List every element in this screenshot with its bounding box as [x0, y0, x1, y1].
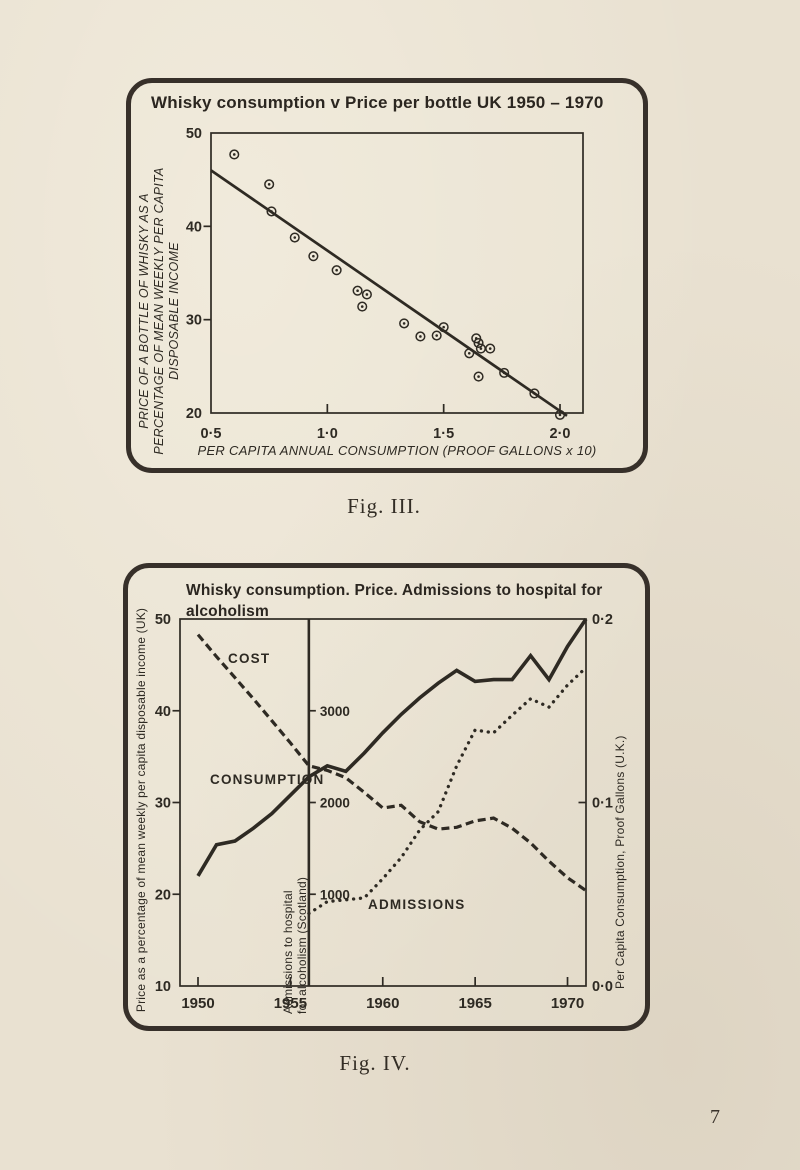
- x-tick-label: 1955: [274, 995, 307, 1012]
- series-line-admissions: [307, 665, 588, 916]
- data-point-dot: [270, 210, 273, 213]
- fig4-right-axis-label: Per Capita Consumption, Proof Gallons (U…: [613, 735, 627, 989]
- fig4-line-chart: 10 20 30 40 50 1950 1955 1960 1965 1970 1000 2000 30…: [134, 608, 627, 1014]
- data-point-dot: [467, 351, 471, 355]
- data-point-ring: [399, 318, 410, 329]
- plot-frame: [210, 132, 584, 414]
- series-label-consumption: CONSUMPTION: [210, 772, 324, 787]
- data-point-ring: [438, 322, 449, 333]
- data-point-ring: [352, 285, 363, 296]
- data-point-ring: [229, 149, 240, 160]
- data-point-ring: [529, 388, 540, 399]
- data-point-ring: [357, 301, 368, 312]
- fig3-y-axis-label: PERCENTAGE OF MEAN WEEKLY PER CAPITA: [152, 167, 166, 454]
- data-point-ring: [331, 265, 342, 276]
- page-number: 7: [710, 1106, 720, 1128]
- data-point-dot: [477, 341, 480, 345]
- series-label-admissions: ADMISSIONS: [368, 897, 466, 912]
- admissions-axis-label: Admissions to hospital: [281, 890, 295, 1014]
- data-point-dot: [335, 268, 338, 272]
- data-point-dot: [419, 335, 422, 338]
- data-point-dot: [293, 236, 297, 239]
- x-tick-label: 2·0: [550, 426, 571, 442]
- fig4-left-axis-label: Price as a percentage of mean weekly per…: [134, 608, 148, 1012]
- data-point-dot: [356, 289, 359, 293]
- x-tick-label: 0·5: [201, 426, 222, 442]
- admissions-tick-label: 1000: [320, 887, 350, 902]
- data-point-dot: [312, 254, 315, 258]
- fig3-y-axis-label: PRICE OF A BOTTLE OF WHISKY AS A: [137, 193, 151, 429]
- right-tick-label: 0·2: [592, 612, 613, 628]
- right-tick-label: 0·1: [592, 796, 613, 812]
- data-point-dot: [502, 371, 506, 375]
- y-tick-label: 30: [186, 313, 202, 329]
- left-tick-label: 10: [155, 979, 171, 995]
- left-tick-label: 30: [155, 796, 171, 812]
- data-point-dot: [360, 305, 364, 308]
- x-tick-label: 1960: [366, 995, 399, 1012]
- left-tick-label: 40: [155, 704, 171, 720]
- data-point-ring: [473, 371, 484, 382]
- data-point-ring: [264, 179, 275, 190]
- fig3-x-axis-label: PER CAPITA ANNUAL CONSUMPTION (PROOF GAL…: [197, 443, 596, 458]
- data-point-ring: [554, 409, 566, 420]
- fig4-title-line2: alcoholism: [186, 603, 269, 620]
- data-point-dot: [558, 413, 562, 417]
- left-tick-label: 50: [155, 612, 171, 628]
- data-point-ring: [485, 343, 496, 354]
- data-point-dot: [402, 322, 406, 325]
- data-point-dot: [365, 293, 369, 296]
- fig4-caption: Fig. IV.: [339, 1051, 411, 1075]
- figure-3-box: Whisky consumption v Price per bottle UK…: [126, 78, 648, 473]
- data-point-ring: [308, 251, 319, 262]
- data-point-ring: [473, 337, 484, 349]
- figure-4-box: Whisky consumption. Price. Admissions to…: [123, 563, 650, 1031]
- x-tick-label: 1·0: [317, 426, 338, 442]
- x-tick-label: 1965: [458, 995, 491, 1012]
- fig3-title: Whisky consumption v Price per bottle UK…: [151, 93, 604, 112]
- fig3-y-axis-label: DISPOSABLE INCOME: [167, 242, 181, 380]
- x-tick-label: 1·5: [433, 426, 454, 442]
- series-label-cost: COST: [228, 651, 270, 666]
- data-point-ring: [415, 331, 426, 342]
- trend-line: [210, 169, 568, 417]
- fig4-title-line1: Whisky consumption. Price. Admissions to…: [186, 582, 603, 599]
- data-point-dot: [533, 392, 536, 395]
- y-tick-label: 20: [186, 406, 202, 422]
- x-tick-label: 1950: [181, 995, 214, 1012]
- y-tick-label: 50: [186, 126, 202, 142]
- data-point-ring: [471, 333, 482, 344]
- data-point-ring: [464, 348, 475, 359]
- right-tick-label: 0·0: [592, 979, 613, 995]
- series-line-cost: [196, 633, 587, 892]
- admissions-tick-label: 2000: [320, 796, 350, 811]
- left-tick-label: 20: [155, 887, 171, 903]
- data-point-dot: [267, 183, 271, 186]
- data-point-ring: [361, 289, 372, 300]
- admissions-tick-label: 3000: [320, 704, 350, 719]
- admissions-axis-label: for alcoholism (Scotland): [295, 877, 309, 1014]
- data-point-ring: [499, 367, 510, 378]
- data-point-dot: [477, 375, 480, 378]
- fig3-caption: Fig. III.: [347, 494, 421, 518]
- x-tick-label: 1970: [551, 995, 584, 1012]
- y-tick-label: 40: [186, 219, 202, 235]
- data-point-dot: [488, 347, 492, 350]
- data-point-dot: [442, 325, 445, 329]
- series-line-consumption: [196, 617, 588, 877]
- data-point-dot: [479, 347, 483, 350]
- data-point-ring: [289, 232, 300, 243]
- data-point-dot: [232, 153, 236, 156]
- data-point-dot: [435, 334, 438, 337]
- fig4-title: Whisky consumption. Price. Admissions to…: [186, 580, 626, 622]
- data-point-ring: [266, 206, 277, 217]
- plot-frame: [179, 618, 587, 987]
- fig3-scatter-plot: 20 30 40 50 0·5 1·0 1·5 2·0 PRICE OF A BOTTLE OF…: [137, 126, 596, 458]
- data-point-ring: [431, 330, 442, 341]
